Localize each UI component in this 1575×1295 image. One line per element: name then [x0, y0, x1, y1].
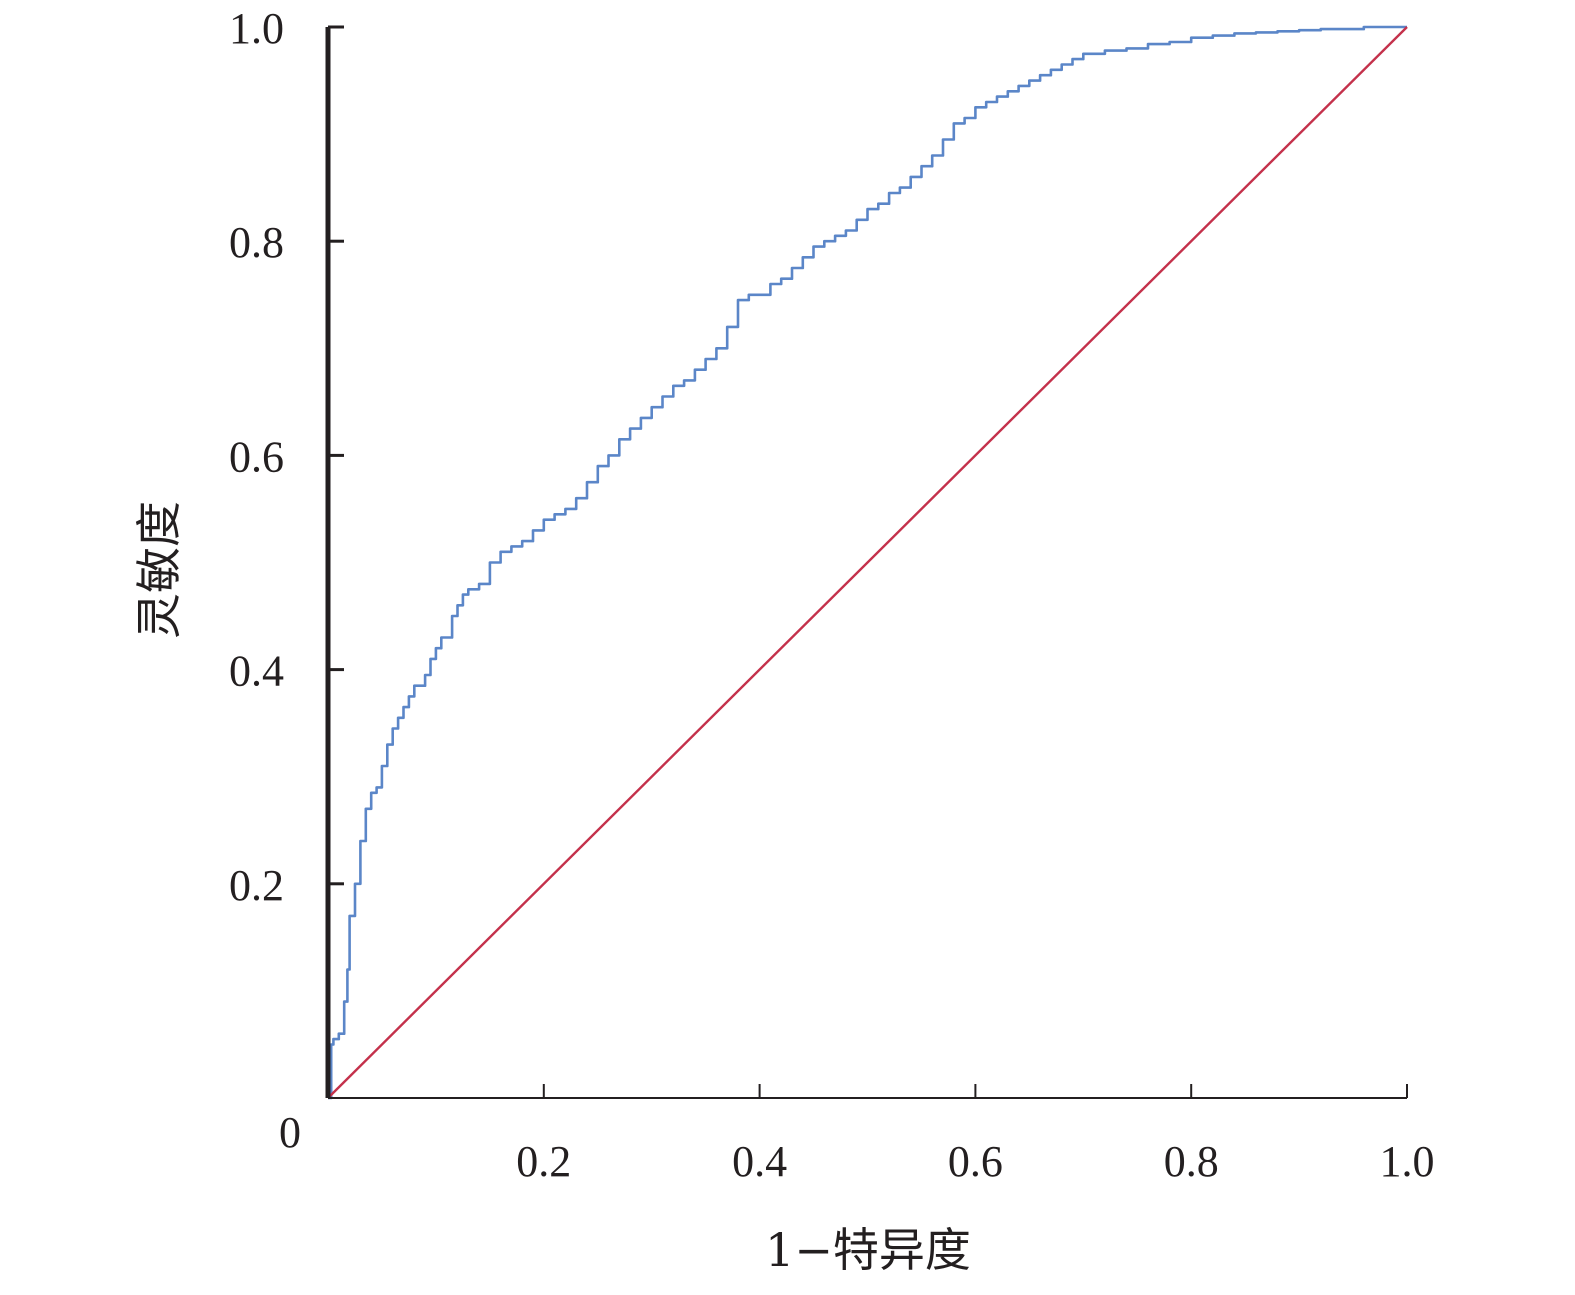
- y-axis-title: 灵敏度: [132, 501, 186, 639]
- x-tick-label: 1.0: [1380, 1137, 1435, 1186]
- y-tick-label: 0.6: [229, 432, 284, 481]
- y-tick-label: 0.8: [229, 218, 284, 267]
- x-tick-label: 0.2: [516, 1137, 571, 1186]
- reference-diagonal-line: [327, 26, 1408, 1099]
- x-axis: 0.2 0.4 0.6 0.8 1.0: [328, 1084, 1435, 1186]
- y-tick-label: 0.4: [229, 647, 284, 696]
- x-tick-label: 0.4: [732, 1137, 787, 1186]
- origin-label: 0: [279, 1108, 301, 1157]
- roc-curve-line: [328, 25, 1407, 1100]
- x-axis-title: 1−特异度: [765, 1223, 971, 1277]
- plot-area: [327, 25, 1408, 1100]
- x-tick-label: 0.6: [948, 1137, 1003, 1186]
- y-tick-label: 0.2: [229, 861, 284, 910]
- y-tick-label: 1.0: [229, 4, 284, 53]
- x-tick-label: 0.8: [1164, 1137, 1219, 1186]
- y-axis: 0.2 0.4 0.6 0.8 1.0: [229, 4, 344, 1098]
